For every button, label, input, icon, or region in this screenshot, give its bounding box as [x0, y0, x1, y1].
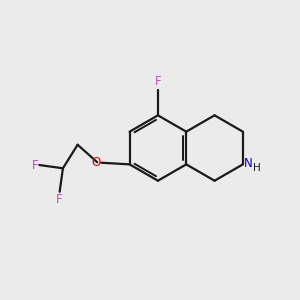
Text: O: O — [91, 156, 100, 169]
Text: H: H — [253, 163, 260, 173]
Text: F: F — [32, 158, 38, 172]
Text: F: F — [154, 75, 161, 88]
Text: F: F — [56, 193, 63, 206]
Text: N: N — [244, 157, 253, 170]
